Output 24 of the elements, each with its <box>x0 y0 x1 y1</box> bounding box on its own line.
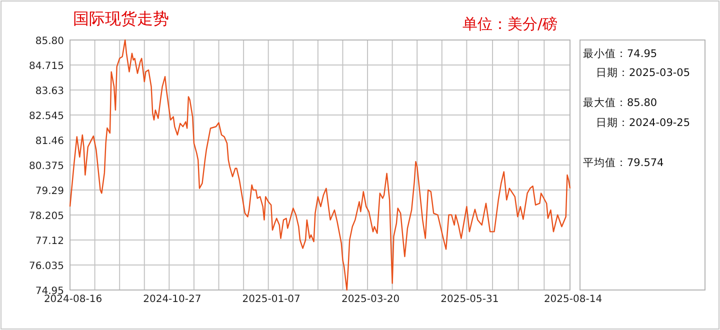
text: 最大值：85.80 <box>583 96 658 109</box>
y-tick-label: 79.29 <box>35 186 64 197</box>
y-tick-label: 84.715 <box>29 61 64 72</box>
y-tick-label: 85.80 <box>35 36 64 47</box>
text: 最小值：74.95 <box>583 47 658 60</box>
line-series <box>69 39 571 291</box>
x-tick-label: 2025-08-14 <box>544 294 602 305</box>
text: 日期：2025-03-05 <box>596 67 690 79</box>
y-tick-label: 83.63 <box>35 86 64 97</box>
text: 日期：2024-09-25 <box>596 117 690 129</box>
chart-title: 国际现货走势 <box>73 9 169 28</box>
x-tick-label: 2024-08-16 <box>44 294 102 305</box>
chart-subtitle: 单位：美分/磅 <box>462 15 558 33</box>
y-tick-label: 81.46 <box>35 136 64 147</box>
x-tick-label: 2025-05-31 <box>440 294 499 305</box>
y-tick-label: 82.545 <box>29 111 64 122</box>
y-tick-label: 78.205 <box>29 211 64 222</box>
x-tick-label: 2024-10-27 <box>143 294 202 305</box>
x-tick-label: 2025-01-07 <box>242 294 300 305</box>
x-tick-label: 2025-03-20 <box>341 294 400 305</box>
y-tick-label: 80.375 <box>29 161 64 172</box>
text: 平均值：79.574 <box>583 157 664 169</box>
y-tick-label: 76.035 <box>29 261 64 272</box>
y-tick-label: 77.12 <box>35 236 64 247</box>
